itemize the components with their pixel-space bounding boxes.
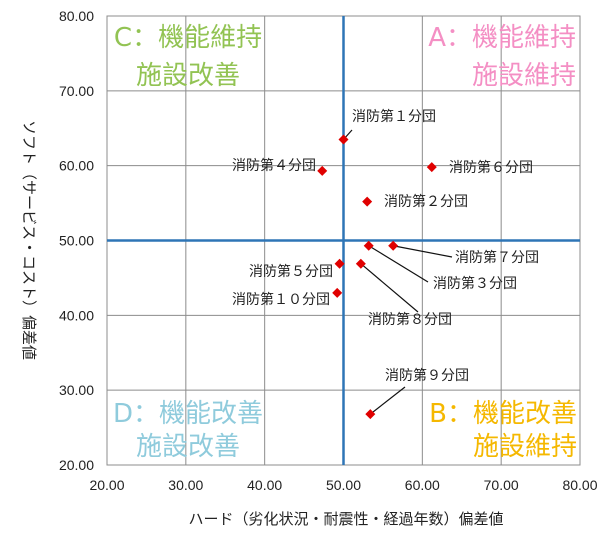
data-point — [355, 258, 366, 269]
data-points — [317, 134, 437, 420]
leader-line — [369, 386, 406, 415]
quadrant-label-a: 施設維持 — [472, 61, 576, 91]
data-point — [332, 287, 343, 298]
x-tick-label: 80.00 — [562, 477, 597, 493]
point-label: 消防第４分団 — [232, 157, 316, 174]
data-point — [362, 196, 373, 207]
leader-line — [360, 263, 419, 313]
x-axis-title: ハード（劣化状況・耐震性・経過年数）偏差値 — [188, 510, 503, 528]
x-tick-label: 30.00 — [168, 477, 203, 493]
quadrant-label-b: 施設維持 — [473, 432, 577, 462]
y-tick-label: 70.00 — [59, 83, 94, 99]
point-label: 消防第６分団 — [449, 159, 533, 176]
point-label: 消防第３分団 — [433, 275, 517, 292]
point-label: 消防第７分団 — [455, 249, 539, 266]
data-point — [388, 240, 399, 251]
tick-labels: 20.00 30.00 40.00 50.00 60.00 70.00 80.00 20.00… — [59, 8, 598, 493]
y-tick-label: 50.00 — [59, 233, 94, 249]
leader-line — [393, 245, 453, 258]
x-tick-label: 40.00 — [247, 477, 282, 493]
data-point — [334, 258, 345, 269]
x-tick-label: 20.00 — [89, 477, 124, 493]
point-label: 消防第１分団 — [352, 108, 436, 125]
data-point — [363, 240, 374, 251]
y-tick-label: 60.00 — [59, 158, 94, 174]
point-label: 消防第８分団 — [368, 311, 452, 328]
y-tick-label: 20.00 — [59, 457, 94, 473]
point-label: 消防第５分団 — [249, 263, 333, 280]
quadrant-label-a: A：機能維持 — [428, 23, 576, 53]
quadrant-label-c: C：機能維持 — [114, 23, 262, 53]
y-axis-title: ソフト（サービス・コスト）偏差値 — [20, 120, 38, 360]
reference-lines — [107, 16, 580, 465]
point-label: 消防第１０分団 — [232, 291, 330, 308]
data-point — [426, 162, 437, 173]
quadrant-label-b: B：機能改善 — [429, 399, 577, 429]
quadrant-label-d: 施設改善 — [136, 432, 240, 462]
point-label: 消防第９分団 — [385, 367, 469, 384]
quadrant-label-d: D：機能改善 — [113, 399, 263, 429]
data-point — [317, 165, 328, 176]
data-point — [338, 134, 349, 145]
y-tick-label: 80.00 — [59, 8, 94, 24]
y-tick-label: 40.00 — [59, 307, 94, 323]
y-tick-label: 30.00 — [59, 382, 94, 398]
quadrant-label-c: 施設改善 — [136, 61, 240, 91]
x-tick-label: 60.00 — [405, 477, 440, 493]
leader-line — [368, 245, 429, 283]
x-tick-label: 50.00 — [326, 477, 361, 493]
x-tick-label: 70.00 — [484, 477, 519, 493]
data-point — [365, 409, 376, 420]
point-label: 消防第２分団 — [384, 193, 468, 210]
